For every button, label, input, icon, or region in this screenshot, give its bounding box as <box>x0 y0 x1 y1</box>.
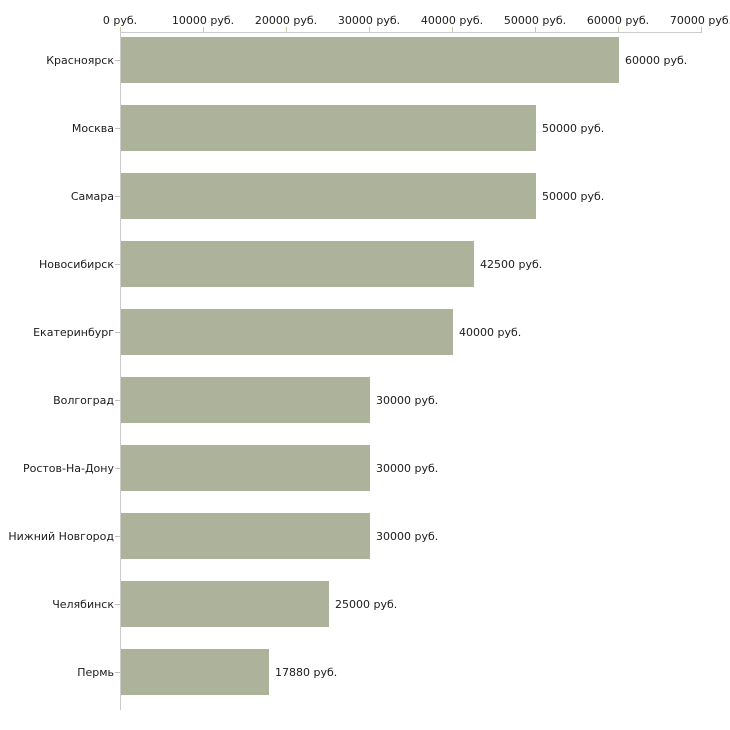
y-tick-mark <box>115 468 120 469</box>
y-tick-mark <box>115 60 120 61</box>
x-tick-mark <box>120 27 121 32</box>
x-tick-label: 10000 руб. <box>171 14 235 27</box>
x-axis-line <box>120 32 702 33</box>
value-label: 40000 руб. <box>459 325 522 339</box>
y-tick-mark <box>115 128 120 129</box>
x-tick-label: 0 руб. <box>102 14 138 27</box>
bar <box>121 173 536 219</box>
category-label: Екатеринбург <box>33 325 114 339</box>
value-label: 25000 руб. <box>335 597 398 611</box>
bar <box>121 37 619 83</box>
x-tick-label: 30000 руб. <box>337 14 401 27</box>
x-tick-mark <box>618 27 619 32</box>
category-label: Самара <box>70 189 114 203</box>
value-label: 60000 руб. <box>625 53 688 67</box>
bar <box>121 513 370 559</box>
category-label: Нижний Новгород <box>8 529 114 543</box>
x-tick-label: 60000 руб. <box>586 14 650 27</box>
bar <box>121 649 269 695</box>
value-label: 30000 руб. <box>376 529 439 543</box>
x-tick-label: 20000 руб. <box>254 14 318 27</box>
x-tick-mark <box>203 27 204 32</box>
x-tick-mark <box>701 27 702 32</box>
category-label: Пермь <box>77 665 114 679</box>
y-axis-line <box>120 32 121 710</box>
bar <box>121 445 370 491</box>
x-tick-mark <box>452 27 453 32</box>
bar <box>121 377 370 423</box>
category-label: Москва <box>71 121 114 135</box>
y-tick-mark <box>115 400 120 401</box>
x-tick-mark <box>369 27 370 32</box>
category-label: Красноярск <box>46 53 114 67</box>
value-label: 50000 руб. <box>542 121 605 135</box>
value-label: 30000 руб. <box>376 393 439 407</box>
value-label: 30000 руб. <box>376 461 439 475</box>
category-label: Волгоград <box>53 393 114 407</box>
x-tick-mark <box>535 27 536 32</box>
category-label: Ростов-На-Дону <box>22 461 114 475</box>
y-tick-mark <box>115 672 120 673</box>
y-tick-mark <box>115 264 120 265</box>
bar <box>121 241 474 287</box>
bar <box>121 309 453 355</box>
y-tick-mark <box>115 196 120 197</box>
bar <box>121 105 536 151</box>
y-tick-mark <box>115 536 120 537</box>
y-tick-mark <box>115 332 120 333</box>
x-tick-label: 40000 руб. <box>420 14 484 27</box>
bar <box>121 581 329 627</box>
category-label: Новосибирск <box>38 257 114 271</box>
value-label: 50000 руб. <box>542 189 605 203</box>
x-tick-label: 50000 руб. <box>503 14 567 27</box>
value-label: 42500 руб. <box>480 257 543 271</box>
y-tick-mark <box>115 604 120 605</box>
x-tick-mark <box>286 27 287 32</box>
x-tick-label: 70000 руб. <box>669 14 730 27</box>
value-label: 17880 руб. <box>275 665 338 679</box>
category-label: Челябинск <box>52 597 114 611</box>
